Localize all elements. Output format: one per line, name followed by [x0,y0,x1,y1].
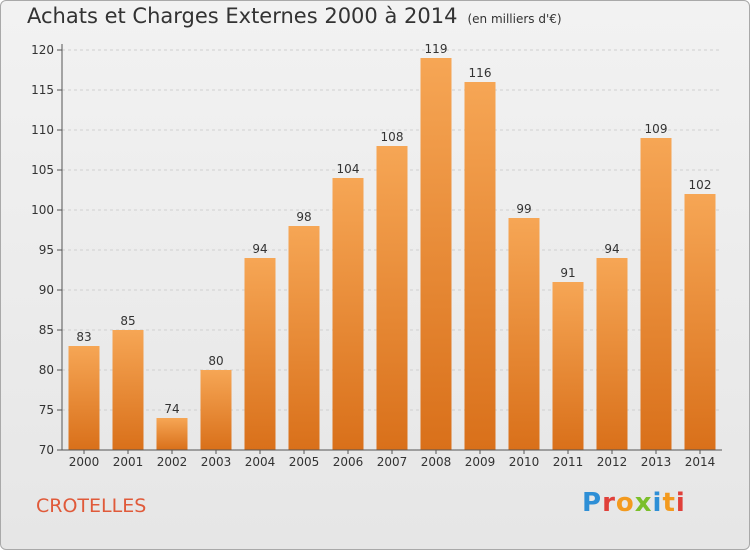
chart-title: Achats et Charges Externes 2000 à 2014 (e… [27,4,562,28]
bar-2010 [508,218,540,450]
x-tick-label: 2011 [553,455,584,469]
bar-2011 [552,282,584,450]
data-label: 74 [164,402,179,416]
bar-2006 [332,178,364,450]
bar-2001 [112,330,144,450]
y-tick-label: 85 [39,323,54,337]
bar-2002 [156,418,188,450]
y-tick-label: 75 [39,403,54,417]
data-label: 94 [252,242,267,256]
x-tick-label: 2002 [157,455,188,469]
data-label: 116 [469,66,492,80]
x-tick-label: 2001 [113,455,144,469]
x-tick-label: 2010 [509,455,540,469]
data-label: 91 [560,266,575,280]
y-tick-label: 80 [39,363,54,377]
bar-2009 [464,82,496,450]
data-label: 119 [425,42,448,56]
x-tick-label: 2005 [289,455,320,469]
data-label: 108 [381,130,404,144]
bar-2005 [288,226,320,450]
y-tick-label: 70 [39,443,54,457]
x-tick-label: 2000 [69,455,100,469]
bar-2003 [200,370,232,450]
bar-2013 [640,138,672,450]
x-tick-label: 2003 [201,455,232,469]
y-tick-label: 110 [31,123,54,137]
y-tick-label: 95 [39,243,54,257]
bar-2007 [376,146,408,450]
x-tick-label: 2013 [641,455,672,469]
y-tick-label: 115 [31,83,54,97]
title-unit: (en milliers d'€) [467,12,562,26]
bar-2008 [420,58,452,450]
y-tick-label: 100 [31,203,54,217]
x-tick-label: 2004 [245,455,276,469]
x-tick-label: 2009 [465,455,496,469]
title-text: Achats et Charges Externes 2000 à 2014 [27,4,458,28]
data-label: 83 [76,330,91,344]
data-label: 104 [337,162,360,176]
data-label: 102 [689,178,712,192]
x-tick-label: 2008 [421,455,452,469]
x-tick-label: 2014 [685,455,716,469]
data-label: 98 [296,210,311,224]
data-label: 99 [516,202,531,216]
commune-name: CROTELLES [36,495,147,517]
bar-2014 [684,194,716,450]
bar-2004 [244,258,276,450]
x-tick-label: 2006 [333,455,364,469]
y-tick-label: 105 [31,163,54,177]
x-tick-label: 2012 [597,455,628,469]
proxiti-logo: Proxiti [582,488,686,518]
data-label: 85 [120,314,135,328]
y-tick-label: 90 [39,283,54,297]
data-label: 80 [208,354,223,368]
bar-2000 [68,346,100,450]
x-tick-label: 2007 [377,455,408,469]
y-tick-label: 120 [31,43,54,57]
data-label: 109 [645,122,668,136]
data-label: 94 [604,242,619,256]
bar-2012 [596,258,628,450]
